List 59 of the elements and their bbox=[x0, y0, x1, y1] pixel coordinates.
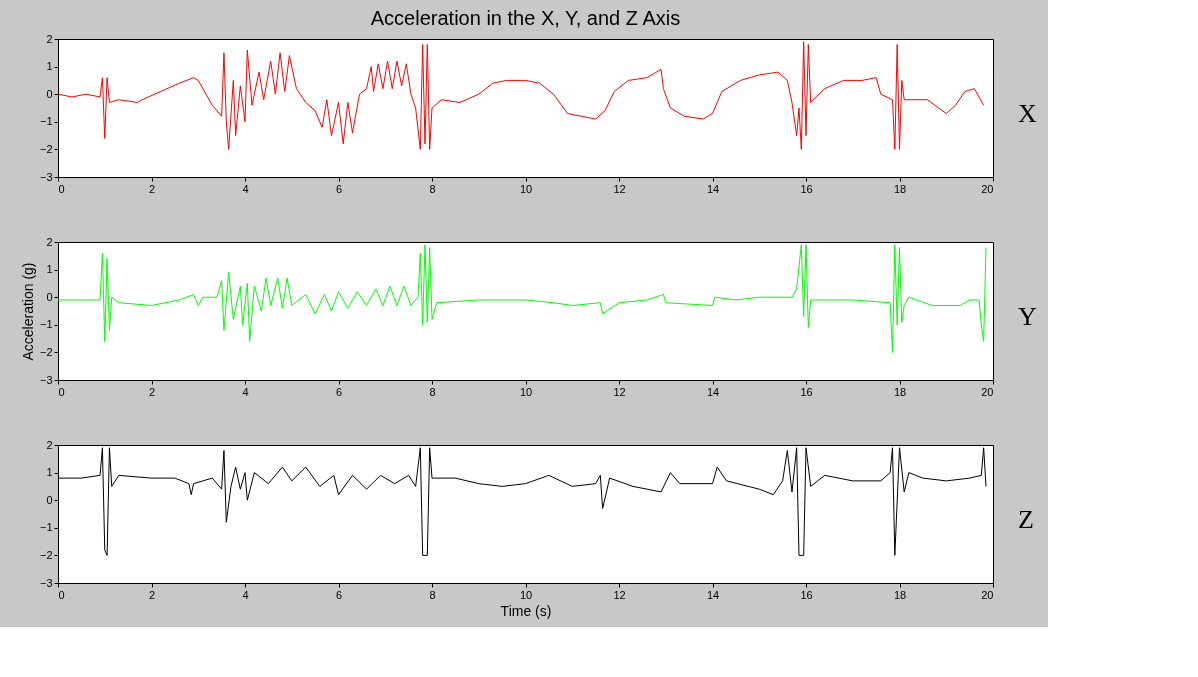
y-tick-label: −1 bbox=[39, 115, 53, 128]
y-tick-label: −3 bbox=[39, 170, 53, 183]
x-tick-label: 18 bbox=[893, 182, 907, 195]
text: X bbox=[1018, 99, 1037, 128]
y-tick-label: 1 bbox=[46, 263, 53, 276]
x-tick-label: 2 bbox=[148, 182, 156, 195]
y-axis-title: Acceleration (g) bbox=[19, 262, 36, 361]
x-axis-title: Time (s) bbox=[500, 602, 552, 619]
chart-title: Acceleration in the X, Y, and Z Axis bbox=[370, 7, 681, 29]
x-tick-label: 18 bbox=[893, 588, 907, 601]
x-tick-label: 20 bbox=[981, 385, 994, 398]
x-tick-label: 0 bbox=[58, 588, 65, 601]
y-tick-label: 0 bbox=[46, 290, 53, 303]
x-tick-label: 6 bbox=[335, 588, 343, 601]
y-tick-label: 0 bbox=[46, 493, 53, 506]
x-tick-label: 16 bbox=[800, 588, 813, 601]
y-tick-label: −2 bbox=[39, 548, 53, 561]
text: Z bbox=[1018, 505, 1034, 534]
x-tick-label: 8 bbox=[429, 588, 436, 601]
x-tick-label: 10 bbox=[519, 588, 533, 601]
line-series bbox=[58, 244, 987, 353]
x-tick-label: 0 bbox=[58, 182, 65, 195]
y-tick-label: 2 bbox=[46, 32, 53, 45]
x-tick-label: 8 bbox=[429, 385, 436, 398]
y-tick-label: 2 bbox=[46, 235, 53, 248]
x-tick-label: 4 bbox=[242, 182, 249, 195]
y-tick-label: −1 bbox=[39, 318, 53, 331]
x-tick-label: 4 bbox=[242, 385, 249, 398]
y-tick-label: −3 bbox=[39, 576, 53, 589]
x-tick-label: 6 bbox=[335, 182, 343, 195]
y-tick-label: −1 bbox=[39, 521, 53, 534]
y-tick-label: 1 bbox=[46, 60, 53, 73]
x-tick-label: 16 bbox=[800, 385, 813, 398]
x-tick-label: 14 bbox=[706, 588, 720, 601]
x-tick-label: 8 bbox=[429, 182, 436, 195]
x-tick-label: 20 bbox=[981, 588, 994, 601]
x-tick-label: 20 bbox=[981, 182, 994, 195]
y-tick-label: 2 bbox=[46, 438, 53, 451]
x-tick-label: 14 bbox=[706, 385, 720, 398]
x-tick-label: 2 bbox=[148, 588, 156, 601]
y-tick-label: −2 bbox=[39, 345, 53, 358]
x-tick-label: 18 bbox=[893, 385, 907, 398]
y-tick-label: −3 bbox=[39, 373, 53, 386]
x-tick-label: 12 bbox=[613, 182, 626, 195]
x-tick-label: 4 bbox=[242, 588, 249, 601]
x-tick-label: 12 bbox=[613, 385, 626, 398]
line-series bbox=[58, 41, 985, 150]
x-tick-label: 0 bbox=[58, 385, 65, 398]
y-tick-label: 1 bbox=[46, 466, 53, 479]
x-tick-label: 2 bbox=[148, 385, 156, 398]
x-tick-label: 12 bbox=[613, 588, 626, 601]
x-tick-label: 16 bbox=[800, 182, 813, 195]
text: Y bbox=[1018, 302, 1037, 331]
y-tick-label: −2 bbox=[39, 142, 53, 155]
x-tick-label: 14 bbox=[706, 182, 720, 195]
y-tick-label: 0 bbox=[46, 87, 53, 100]
x-tick-label: 10 bbox=[519, 385, 533, 398]
x-tick-label: 6 bbox=[335, 385, 343, 398]
x-tick-label: 10 bbox=[519, 182, 533, 195]
